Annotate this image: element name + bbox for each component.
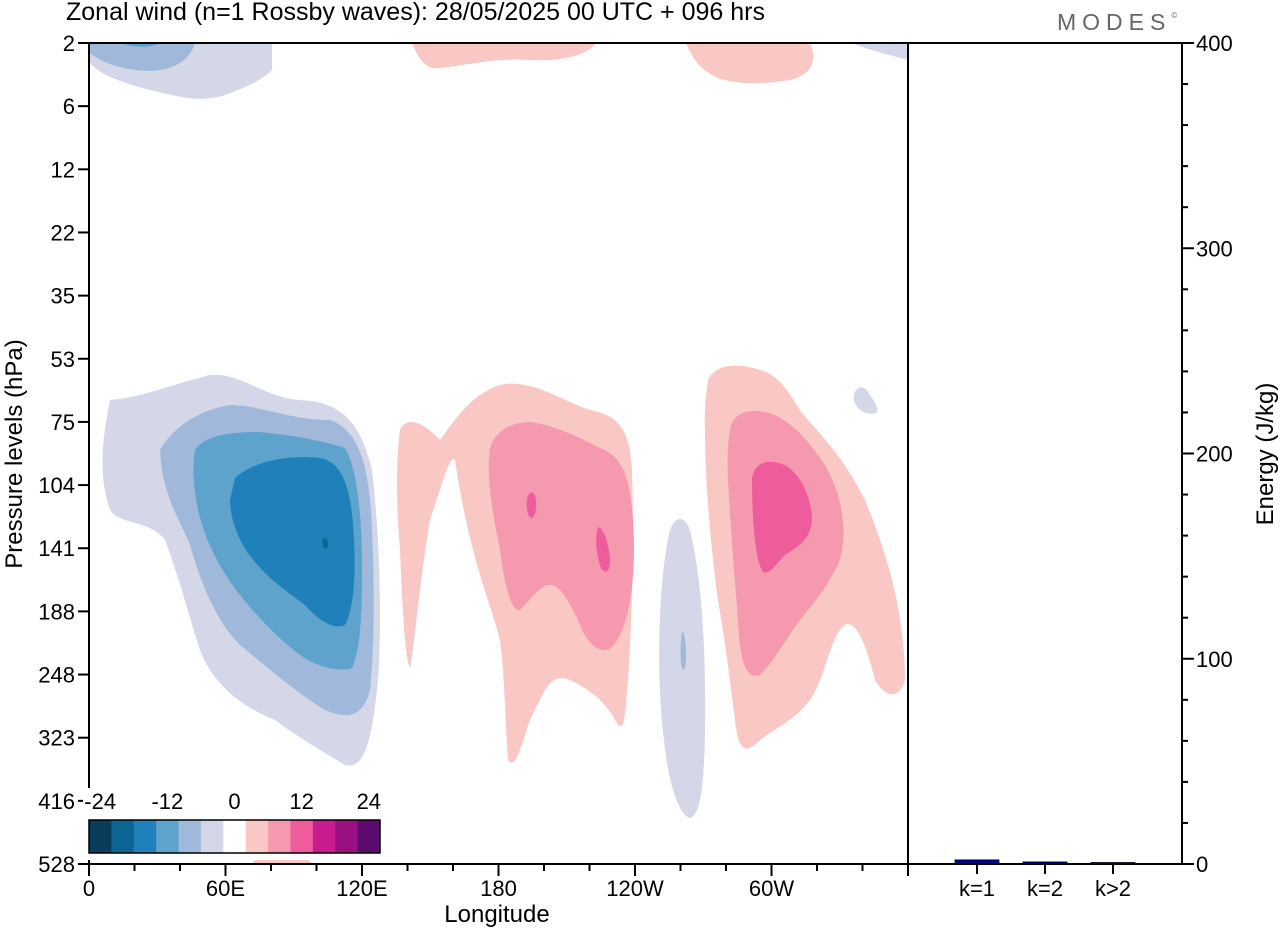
bar-category-label: k=1: [959, 876, 995, 901]
y-tick-label: 35: [51, 284, 75, 309]
colorbar-swatch: [111, 820, 135, 853]
y-tick-label: 22: [51, 220, 75, 245]
colorbar-swatch: [156, 820, 180, 853]
brand-text: MODES: [1057, 9, 1172, 35]
x-tick-label: 60E: [206, 876, 245, 901]
contour-neg-5: [322, 538, 329, 549]
energy-tick-label: 300: [1196, 236, 1233, 261]
energy-axis-title: Energy (J/kg): [1252, 383, 1279, 526]
colorbar-swatch: [89, 820, 112, 853]
y-tick-label: 53: [51, 347, 75, 372]
colorbar-swatch: [200, 820, 224, 853]
colorbar-swatch: [290, 820, 314, 853]
contour-neg-blob: [853, 387, 878, 414]
x-axis-title: Longitude: [444, 901, 549, 928]
energy-tick-label: 400: [1196, 31, 1233, 56]
colorbar-swatch: [268, 820, 291, 853]
x-tick-label: 120W: [606, 876, 664, 901]
colorbar-swatch: [335, 820, 359, 853]
colorbar-swatch: [178, 820, 202, 853]
bar-category-label: k=2: [1027, 876, 1063, 901]
colorbar-label: 0: [228, 789, 240, 814]
y-tick-label: 141: [38, 536, 75, 561]
energy-bar: [954, 859, 1000, 865]
colorbar-swatch: [312, 820, 336, 853]
colorbar-swatch: [245, 820, 269, 853]
colorbar-label: -24: [84, 789, 116, 814]
contour-pos-top-1: [412, 43, 596, 69]
y-tick-label: 248: [38, 663, 75, 688]
energy-tick-label: 0: [1196, 852, 1208, 877]
y-tick-label: 6: [63, 94, 75, 119]
x-tick-label: 180: [480, 876, 517, 901]
y-tick-label: 416: [38, 789, 75, 814]
contour-neg-4: [230, 457, 355, 627]
colorbar-label: -12: [151, 789, 183, 814]
contour-pos-right-3: [752, 461, 812, 573]
y-tick-label: 12: [51, 157, 75, 182]
contour-pos-3a: [526, 492, 537, 518]
contour-pos-top-2: [686, 43, 814, 84]
contour-neg-small: [659, 518, 706, 818]
energy-bar: [1090, 862, 1136, 865]
colorbar-swatch: [223, 820, 247, 853]
colorbar-label: 12: [289, 789, 313, 814]
contour-neg-top-right: [852, 43, 908, 60]
y-tick-label: 188: [38, 599, 75, 624]
contour-field: [89, 43, 908, 864]
chart-title: Zonal wind (n=1 Rossby waves): 28/05/202…: [66, 0, 765, 26]
energy-tick-label: 200: [1196, 442, 1233, 467]
y-tick-label: 323: [38, 726, 75, 751]
energy-bar: [1022, 861, 1068, 865]
colorbar-label: 24: [357, 789, 381, 814]
x-tick-label: 0: [83, 876, 95, 901]
contour-pos-2: [488, 422, 635, 651]
y-tick-label: 75: [51, 410, 75, 435]
x-tick-label: 120E: [336, 876, 387, 901]
energy-bar-labels: k=1 k=2 k>2: [959, 864, 1131, 901]
energy-bars: [954, 859, 1136, 865]
colorbar-swatch: [133, 820, 157, 853]
colorbar-swatch: [357, 820, 381, 853]
y-axis-title: Pressure levels (hPa): [1, 339, 28, 568]
y-axis-ticks: 2 6 12 22 35 53 75 104 141 188 248 323 416 528: [38, 31, 89, 877]
modes-logo: MODES©: [1057, 9, 1178, 35]
bar-category-label: k>2: [1095, 876, 1131, 901]
colorbar: -24 -12 0 12 24: [83, 788, 385, 860]
y-tick-label: 2: [63, 31, 75, 56]
contour-pos-3b: [596, 527, 610, 572]
energy-tick-label: 100: [1196, 647, 1233, 672]
x-tick-label: 60W: [749, 876, 794, 901]
y-tick-label: 528: [38, 852, 75, 877]
x-axis-ticks: 0 60E 120E 180 120W 60W: [83, 864, 909, 901]
colorbar-frame: [88, 819, 381, 854]
energy-axis-ticks: 0 100 200 300 400: [1182, 31, 1233, 877]
y-tick-label: 104: [38, 473, 75, 498]
contour-neg-small-core: [680, 632, 686, 670]
contour-neg-top-inner: [89, 43, 195, 71]
